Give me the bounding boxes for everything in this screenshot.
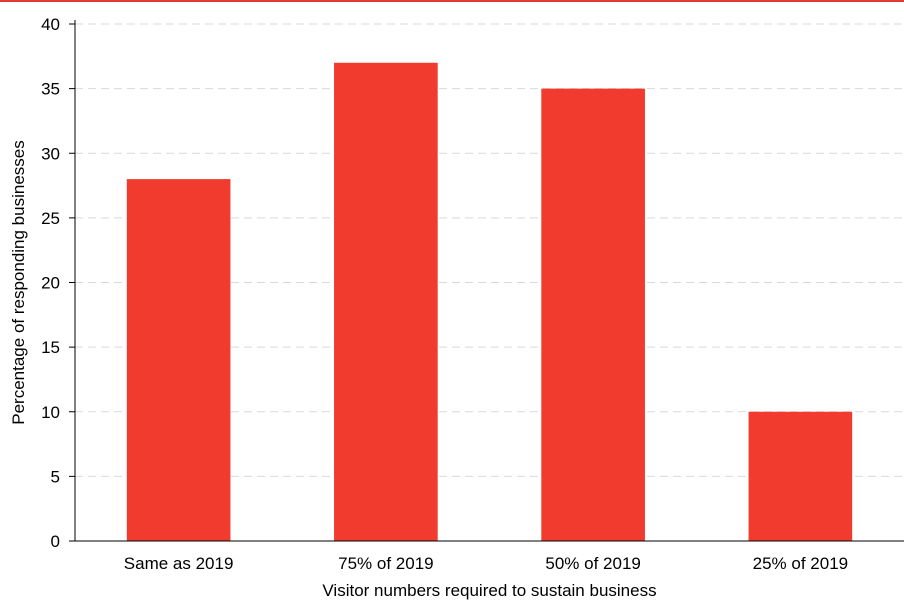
bar-1 bbox=[126, 179, 231, 541]
x-tick-labels: Same as 2019 75% of 2019 50% of 2019 25% of… bbox=[124, 554, 848, 573]
bar-4 bbox=[748, 411, 853, 541]
y-tick-label: 10 bbox=[41, 403, 60, 422]
bar-2 bbox=[334, 62, 438, 542]
y-tick-label: 30 bbox=[41, 144, 60, 163]
bar-3 bbox=[541, 88, 645, 541]
y-tick-labels: 0 5 10 15 20 25 30 35 40 bbox=[41, 15, 60, 551]
y-tick-label: 20 bbox=[41, 274, 60, 293]
y-tick-label: 15 bbox=[41, 338, 60, 357]
y-tick-label: 25 bbox=[41, 209, 60, 228]
axes bbox=[69, 20, 904, 542]
y-tick-label: 35 bbox=[41, 80, 60, 99]
x-tick-label: 50% of 2019 bbox=[545, 554, 640, 573]
y-tick-label: 5 bbox=[51, 467, 60, 486]
y-tick-label: 0 bbox=[51, 532, 60, 551]
y-tick-label: 40 bbox=[41, 15, 60, 34]
x-tick-label: Same as 2019 bbox=[124, 554, 234, 573]
bars bbox=[126, 62, 853, 542]
x-axis-title: Visitor numbers required to sustain busi… bbox=[322, 581, 656, 600]
x-tick-label: 75% of 2019 bbox=[338, 554, 433, 573]
y-axis-title: Percentage of responding businesses bbox=[9, 140, 28, 424]
top-rule bbox=[0, 0, 904, 2]
x-tick-label: 25% of 2019 bbox=[753, 554, 848, 573]
